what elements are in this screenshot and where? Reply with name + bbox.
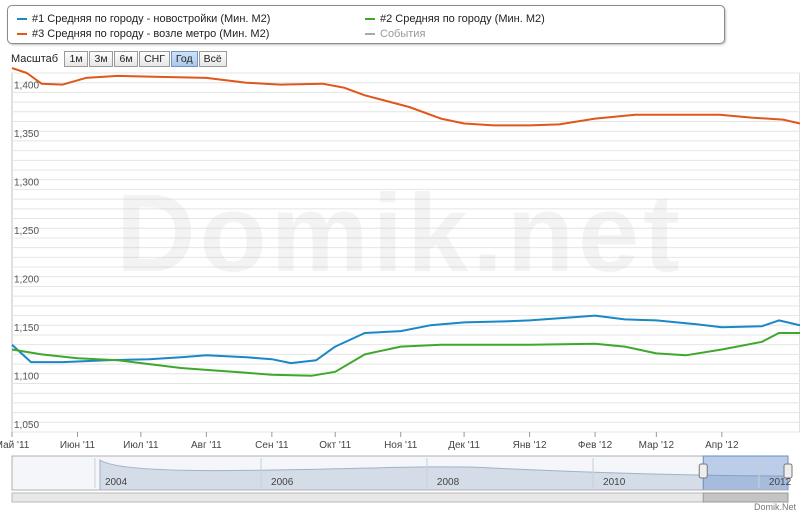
legend-swatch — [17, 32, 27, 35]
legend-item-events[interactable]: События — [365, 27, 425, 40]
legend-swatch — [365, 17, 375, 20]
y-tick-label: 1,400 — [14, 80, 39, 91]
x-tick-label: Мар '12 — [639, 440, 675, 451]
legend-item-series-3[interactable]: #3 Средняя по городу - возле метро (Мин.… — [17, 27, 269, 40]
x-tick-label: Авг '11 — [191, 440, 222, 451]
credit-label[interactable]: Domik.Net — [753, 502, 796, 512]
navigator-year-label: 2010 — [603, 477, 626, 488]
zoom-1m-button[interactable]: 1м — [64, 51, 89, 67]
y-tick-label: 1,100 — [14, 371, 39, 382]
chart-legend: #1 Средняя по городу - новостройки (Мин.… — [7, 5, 725, 44]
zoom-all-button[interactable]: Всё — [198, 51, 227, 67]
x-tick-label: Июл '11 — [123, 440, 159, 451]
x-tick-label: Янв '12 — [513, 440, 547, 451]
legend-item-series-1[interactable]: #1 Средняя по городу - новостройки (Мин.… — [17, 12, 270, 25]
zoom-label: Масштаб — [11, 53, 59, 65]
legend-swatch — [365, 32, 375, 35]
zoom-6m-button[interactable]: 6м — [114, 51, 139, 67]
navigator-year-label: 2006 — [271, 477, 294, 488]
x-tick-label: Май '11 — [0, 440, 30, 451]
navigator-handle — [783, 463, 793, 479]
legend-item-series-2[interactable]: #2 Средняя по городу (Мин. М2) — [365, 12, 545, 25]
navigator-year-label: 2004 — [105, 477, 128, 488]
legend-label: #1 Средняя по городу - новостройки (Мин.… — [32, 12, 271, 25]
x-tick-label: Апр '12 — [705, 440, 739, 451]
series-line-3 — [11, 332, 800, 377]
navigator-scrollbar — [11, 492, 789, 503]
x-tick-label: Фев '12 — [578, 440, 613, 451]
x-tick-label: Окт '11 — [319, 440, 351, 451]
x-tick-label: Сен '11 — [255, 440, 289, 451]
y-tick-label: 1,050 — [14, 420, 39, 431]
navigator-year-label: 2008 — [437, 477, 460, 488]
legend-label: #2 Средняя по городу (Мин. М2) — [380, 12, 545, 25]
zoom-bar: Масштаб 1м 3м 6м СНГ Год Всё — [11, 51, 228, 67]
navigator-selection — [702, 455, 789, 491]
y-tick-label: 1,150 — [14, 323, 39, 334]
x-tick-label: Июн '11 — [60, 440, 96, 451]
zoom-3m-button[interactable]: 3м — [89, 51, 114, 67]
series-line-2 — [11, 314, 800, 365]
y-tick-label: 1,300 — [14, 177, 39, 188]
legend-swatch — [17, 17, 27, 20]
y-tick-label: 1,350 — [14, 129, 39, 140]
y-tick-label: 1,200 — [14, 274, 39, 285]
navigator-year-label: 2012 — [769, 477, 792, 488]
navigator-series — [99, 459, 789, 491]
series-line-1 — [11, 67, 800, 127]
x-tick-label: Ноя '11 — [384, 440, 418, 451]
legend-label: #3 Средняя по городу - возле метро (Мин.… — [32, 27, 270, 40]
zoom-year-button[interactable]: Год — [170, 51, 198, 67]
navigator-scrollbar-thumb — [702, 492, 789, 503]
zoom-ytd-button[interactable]: СНГ — [139, 51, 170, 67]
legend-label: События — [380, 27, 426, 40]
y-tick-label: 1,250 — [14, 226, 39, 237]
plot-area — [11, 72, 800, 433]
x-tick-label: Дек '11 — [448, 440, 480, 451]
navigator-handle — [698, 463, 708, 479]
